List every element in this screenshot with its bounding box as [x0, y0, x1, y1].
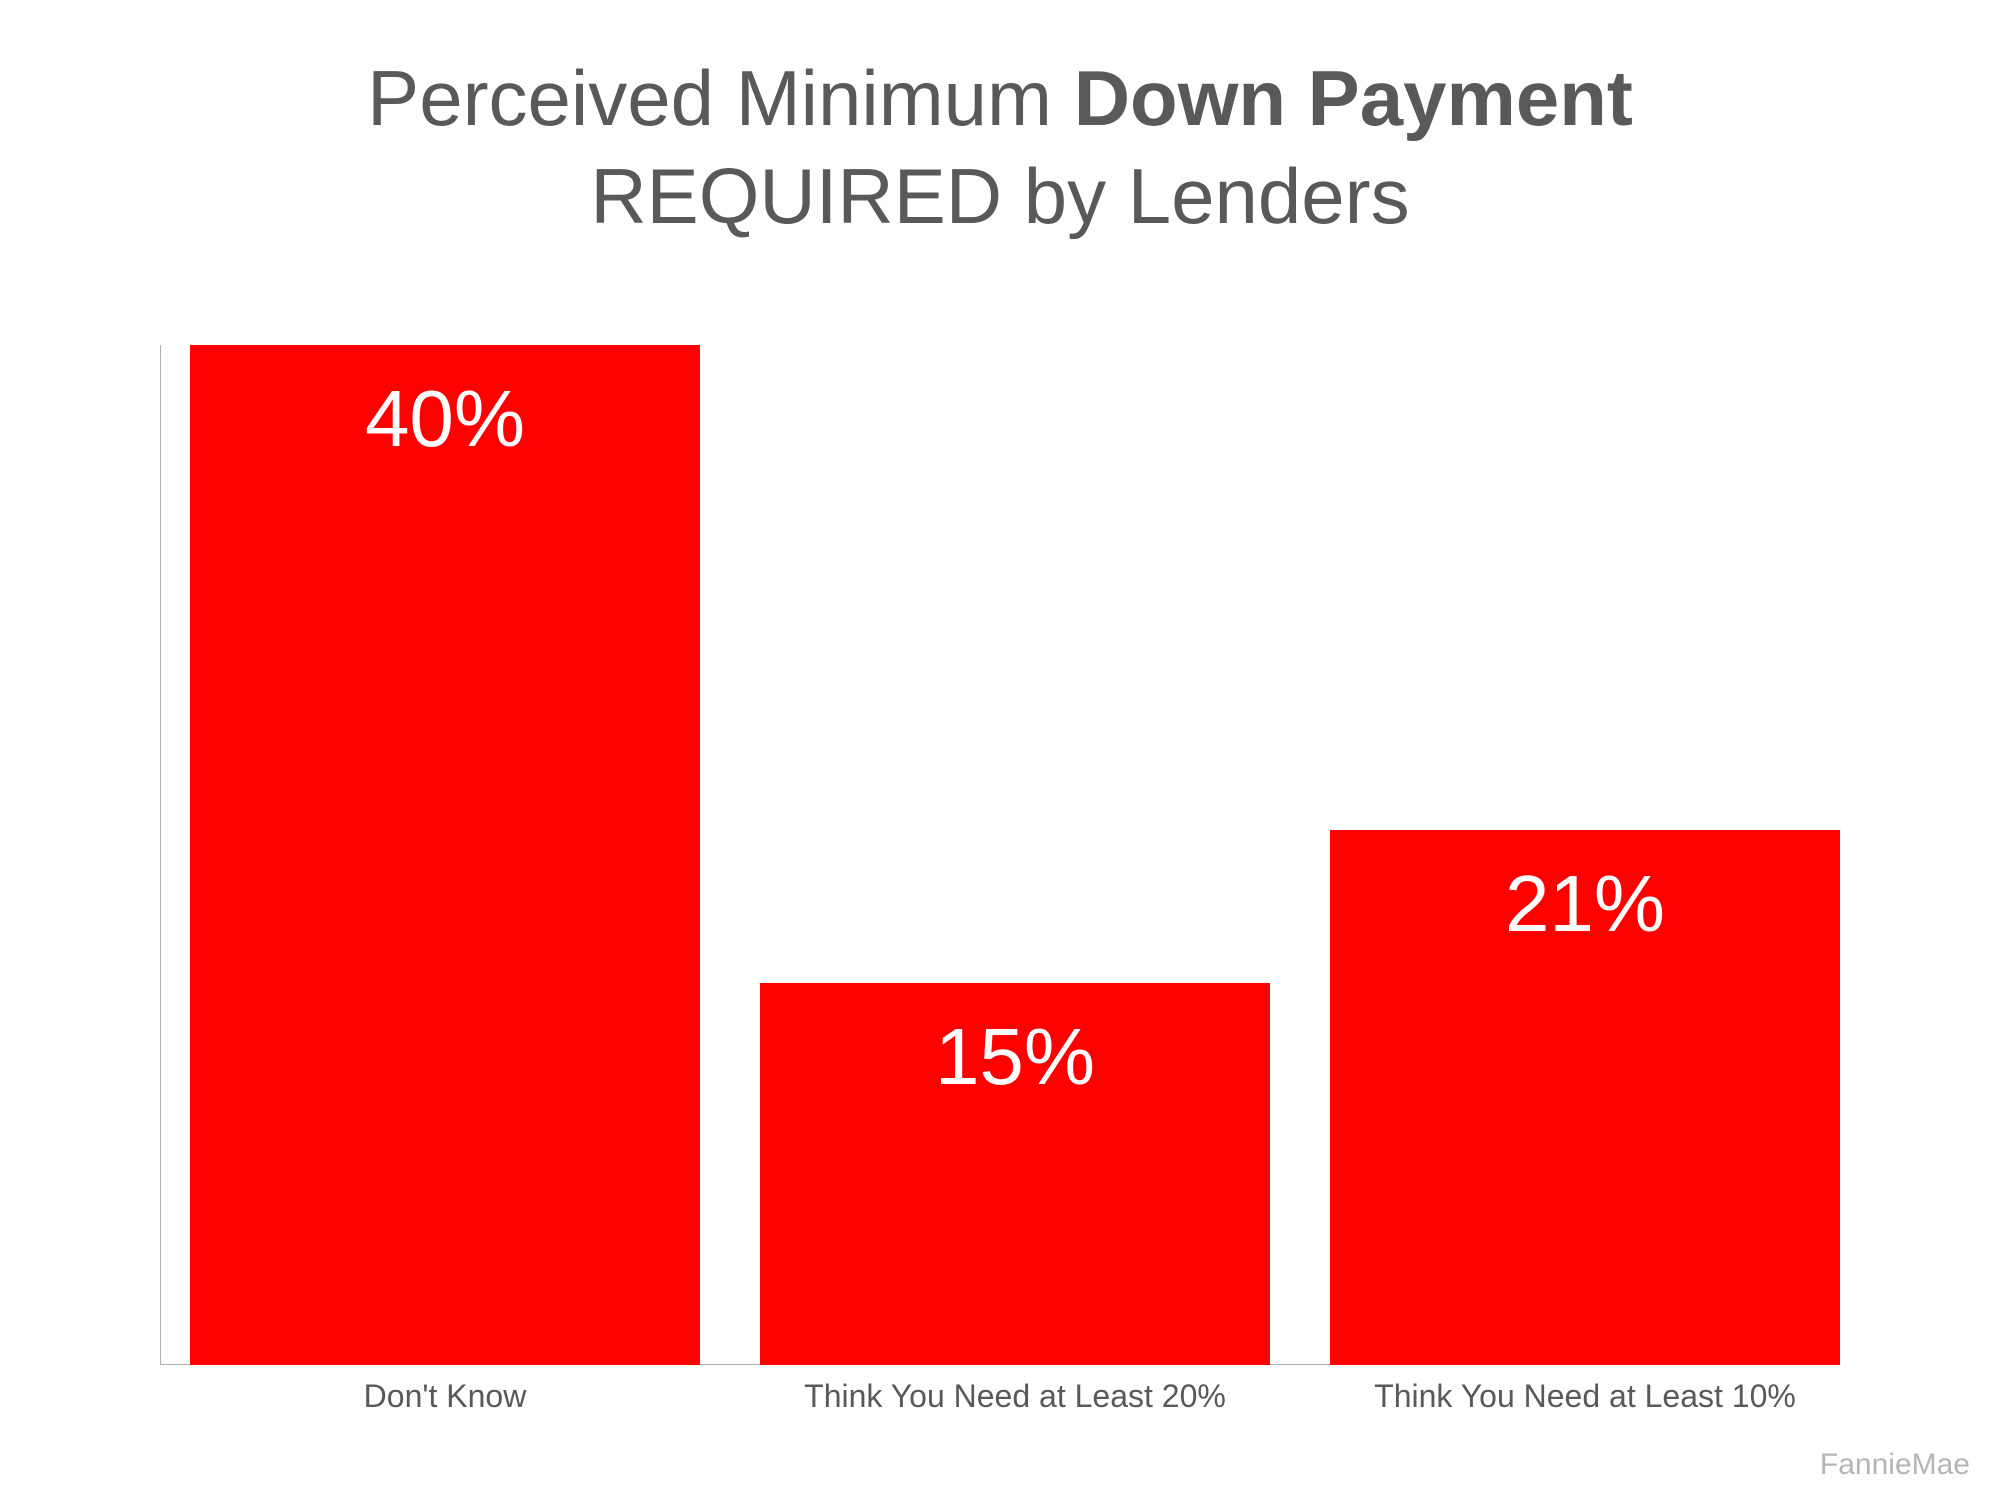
title-line-2: REQUIRED by Lenders: [0, 148, 2000, 246]
x-axis-label: Don't Know: [190, 1378, 700, 1415]
bar: 15%: [760, 983, 1270, 1366]
bar: 40%: [190, 345, 700, 1365]
title-bold: Down Payment: [1074, 54, 1633, 142]
chart-title: Perceived Minimum Down Payment REQUIRED …: [0, 0, 2000, 245]
bar-value-label: 21%: [1330, 858, 1840, 950]
title-line-1: Perceived Minimum Down Payment: [0, 50, 2000, 148]
chart-area: 40% 15% 21%: [160, 345, 1840, 1365]
x-axis-label: Think You Need at Least 10%: [1330, 1378, 1840, 1415]
bar-value-label: 40%: [190, 373, 700, 465]
source-attribution: FannieMae: [1820, 1448, 1970, 1482]
bar: 21%: [1330, 830, 1840, 1366]
x-axis-label: Think You Need at Least 20%: [760, 1378, 1270, 1415]
bar-value-label: 15%: [760, 1011, 1270, 1103]
y-axis: [160, 345, 161, 1365]
title-prefix: Perceived Minimum: [367, 54, 1074, 142]
